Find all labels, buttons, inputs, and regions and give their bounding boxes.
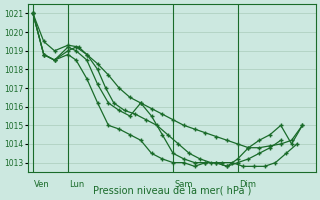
Text: Sam: Sam [174,180,193,189]
Text: Dim: Dim [239,180,256,189]
Text: Ven: Ven [34,180,50,189]
Text: Lun: Lun [69,180,84,189]
X-axis label: Pression niveau de la mer( hPa ): Pression niveau de la mer( hPa ) [92,186,251,196]
